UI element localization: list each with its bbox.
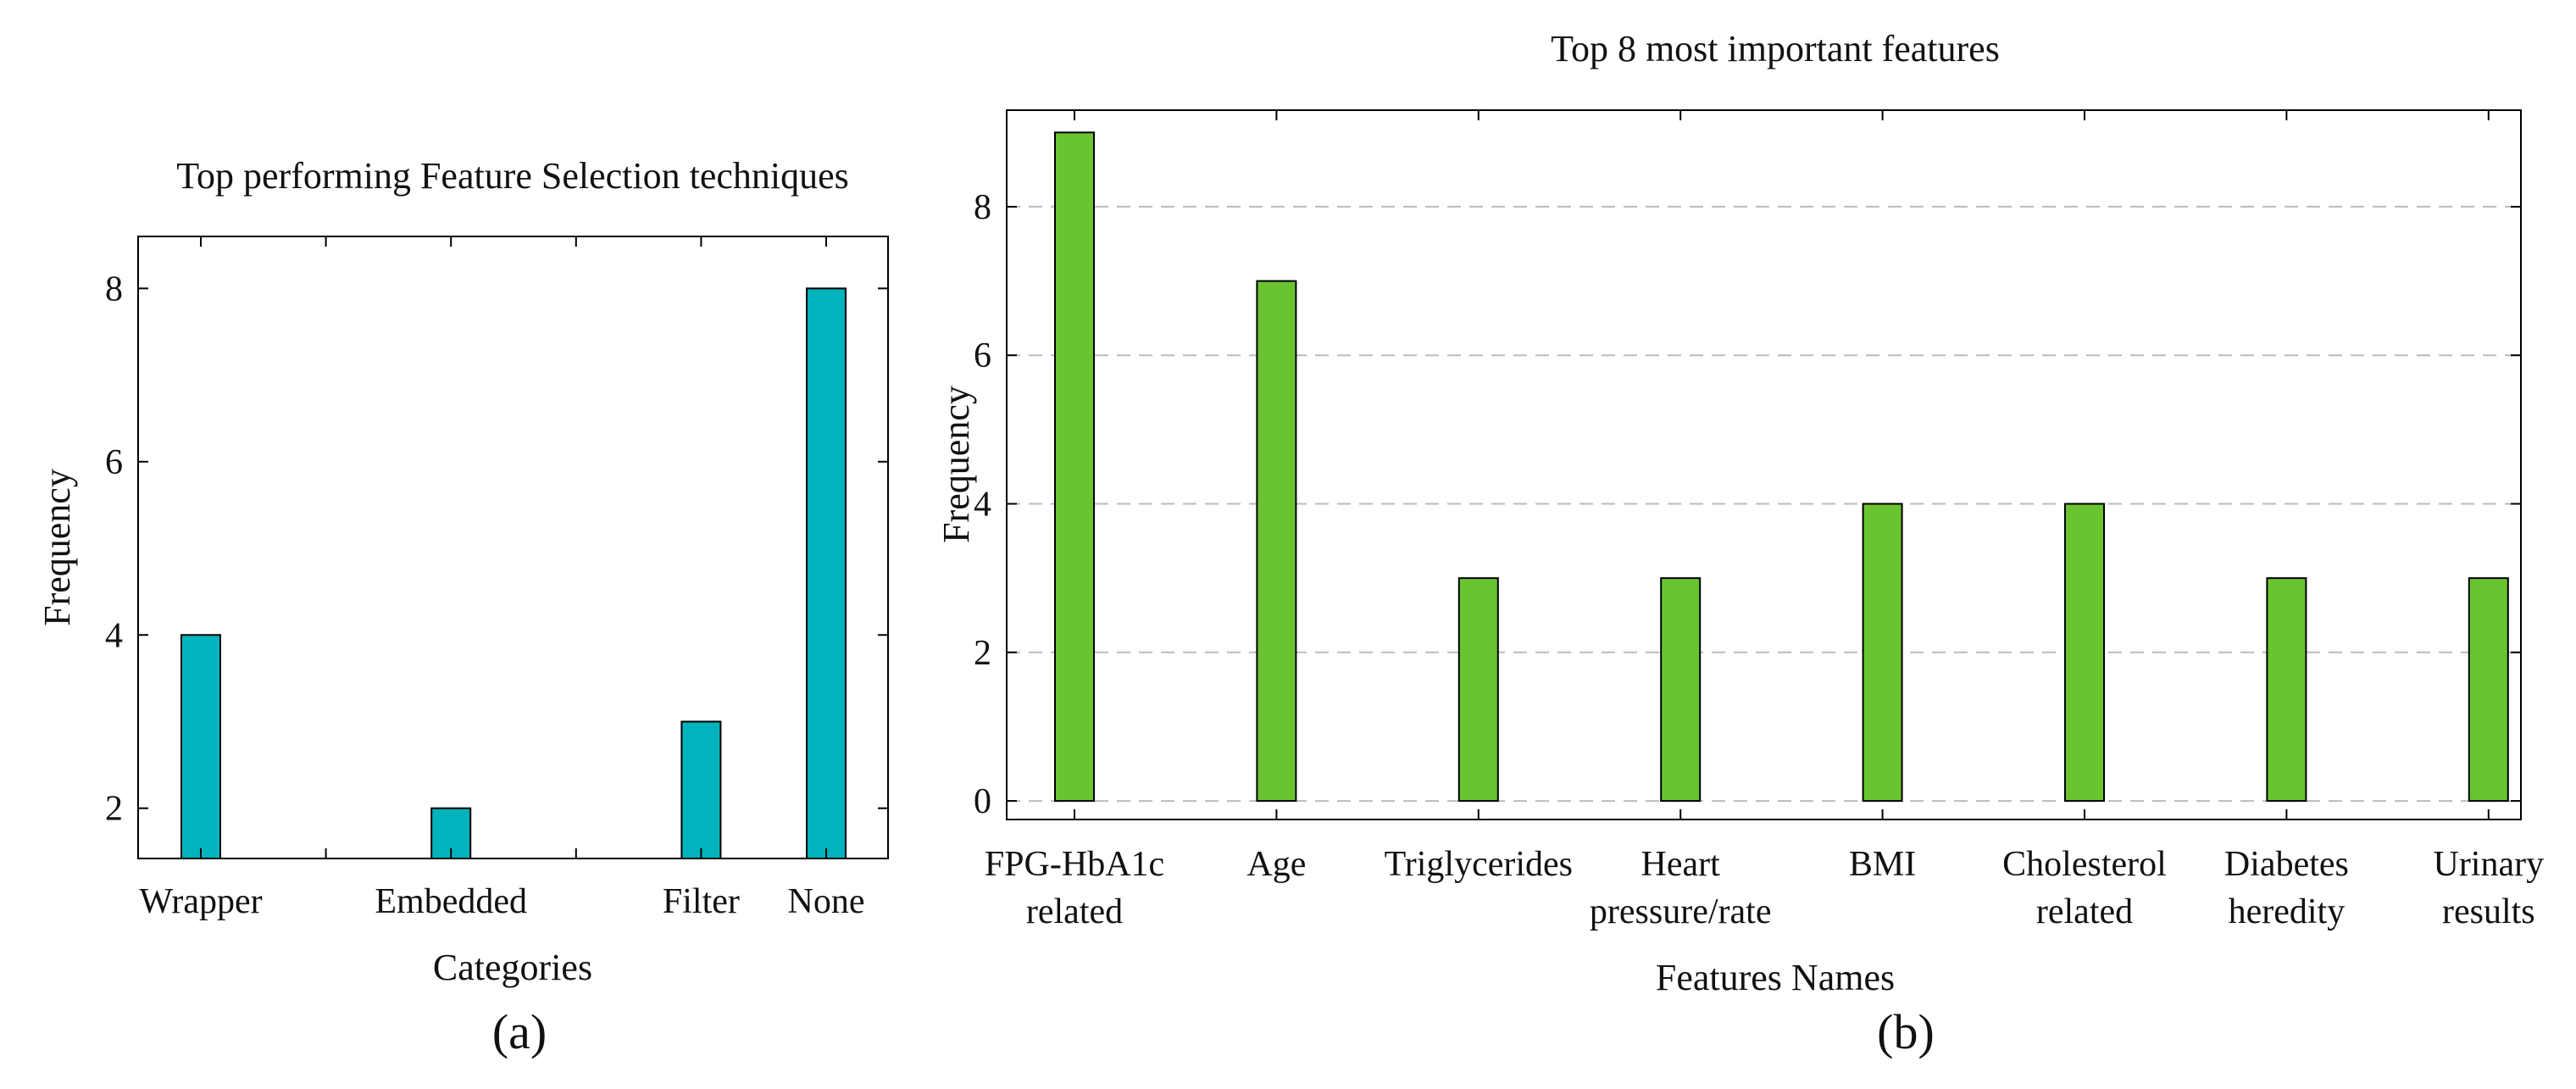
chart-b-bar	[1862, 503, 1903, 803]
chart-a-bar-filter	[680, 720, 722, 860]
chart-b-ytick-label: 2	[974, 634, 991, 673]
chart-b-ylabel: Frequency	[935, 386, 977, 543]
chart-a-plot-area	[137, 236, 889, 859]
chart-b-xtick-label: Urinary	[2433, 845, 2544, 884]
chart-b-ytick-label: 6	[974, 336, 991, 375]
chart-a-xtick-label: Filter	[663, 882, 740, 921]
chart-a-xtick-label: Embedded	[375, 882, 527, 921]
chart-b-plot-area	[1006, 109, 2522, 820]
chart-a-bar-none	[806, 287, 847, 859]
chart-b-bar	[2468, 577, 2509, 803]
chart-b-xtick-label: related	[1026, 892, 1123, 931]
chart-a-ytick-label: 8	[105, 269, 123, 308]
chart-b-bar	[2266, 577, 2307, 803]
chart-a-xlabel: Categories	[433, 947, 592, 988]
chart-a-bar-wrapper	[180, 634, 221, 859]
chart-a-xtick-label: None	[788, 882, 865, 921]
chart-b-panel-label: (b)	[1877, 1004, 1935, 1059]
chart-b-xtick-label: Age	[1246, 845, 1306, 884]
chart-b: Top 8 most important features 0 2 4 6 8 FPG-H…	[935, 28, 2544, 1059]
chart-b-xtick-label: Diabetes	[2224, 845, 2349, 884]
chart-b-title: Top 8 most important features	[1551, 28, 2000, 69]
chart-b-xtick-label: pressure/rate	[1590, 892, 1772, 931]
chart-b-bar	[1054, 131, 1095, 803]
chart-b-xtick-label: related	[2036, 892, 2133, 931]
chart-b-bar	[1660, 577, 1702, 803]
chart-b-xtick-label: Heart	[1641, 845, 1721, 884]
chart-a: Top performing Feature Selection techniq…	[36, 155, 889, 1059]
chart-b-xtick-label: FPG-HbA1c	[985, 845, 1164, 884]
chart-a-ytick-label: 2	[105, 790, 123, 829]
chart-a-title: Top performing Feature Selection techniq…	[176, 155, 849, 197]
chart-a-xtick-label: Wrapper	[139, 882, 262, 921]
chart-b-xtick-label: Triglycerides	[1385, 845, 1573, 884]
chart-b-xtick-label: heredity	[2229, 892, 2346, 931]
chart-a-ytick-label: 4	[105, 616, 123, 655]
chart-b-xtick-label: BMI	[1849, 845, 1916, 884]
chart-b-bar	[1457, 577, 1499, 803]
chart-b-ytick-label: 8	[974, 188, 991, 227]
chart-b-ytick-label: 4	[974, 486, 991, 525]
chart-b-ytick-label: 0	[974, 782, 991, 821]
chart-a-panel-label: (a)	[492, 1004, 547, 1059]
chart-a-ytick-label: 6	[105, 443, 123, 482]
chart-b-xtick-label: Cholesterol	[2002, 845, 2167, 884]
chart-b-bar	[1256, 280, 1297, 803]
chart-b-xlabel: Features Names	[1656, 957, 1895, 998]
chart-b-xtick-label: results	[2442, 892, 2535, 931]
chart-b-bar	[2064, 503, 2105, 803]
chart-a-ylabel: Frequency	[36, 469, 78, 626]
